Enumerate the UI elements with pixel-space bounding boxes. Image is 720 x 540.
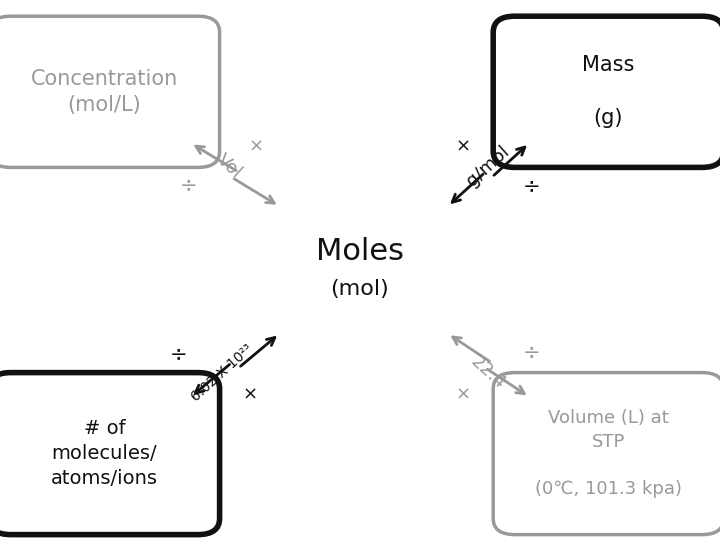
Text: (mol): (mol) xyxy=(330,279,390,299)
Text: # of
molecules/
atoms/ions: # of molecules/ atoms/ions xyxy=(51,419,158,488)
Text: Volume (L) at
STP

(0℃, 101.3 kpa): Volume (L) at STP (0℃, 101.3 kpa) xyxy=(535,409,682,498)
Text: ÷: ÷ xyxy=(180,174,197,195)
FancyBboxPatch shape xyxy=(493,16,720,167)
Text: Moles: Moles xyxy=(316,237,404,266)
FancyBboxPatch shape xyxy=(0,16,220,167)
FancyBboxPatch shape xyxy=(0,373,220,535)
Text: ÷: ÷ xyxy=(523,342,540,362)
Text: g/mol: g/mol xyxy=(463,143,513,190)
Text: ×: × xyxy=(455,385,471,403)
FancyBboxPatch shape xyxy=(493,373,720,535)
Text: Concentration
(mol/L): Concentration (mol/L) xyxy=(31,69,178,115)
Text: 6.02 X 10²³: 6.02 X 10²³ xyxy=(188,341,256,404)
Text: Vol: Vol xyxy=(213,151,245,182)
Text: ×: × xyxy=(455,138,471,156)
Text: ÷: ÷ xyxy=(523,176,540,197)
Text: 22.4: 22.4 xyxy=(467,353,509,393)
Text: ÷: ÷ xyxy=(170,343,187,364)
Text: ×: × xyxy=(243,385,258,403)
Text: Mass

(g): Mass (g) xyxy=(582,56,634,128)
Text: ×: × xyxy=(248,138,264,156)
